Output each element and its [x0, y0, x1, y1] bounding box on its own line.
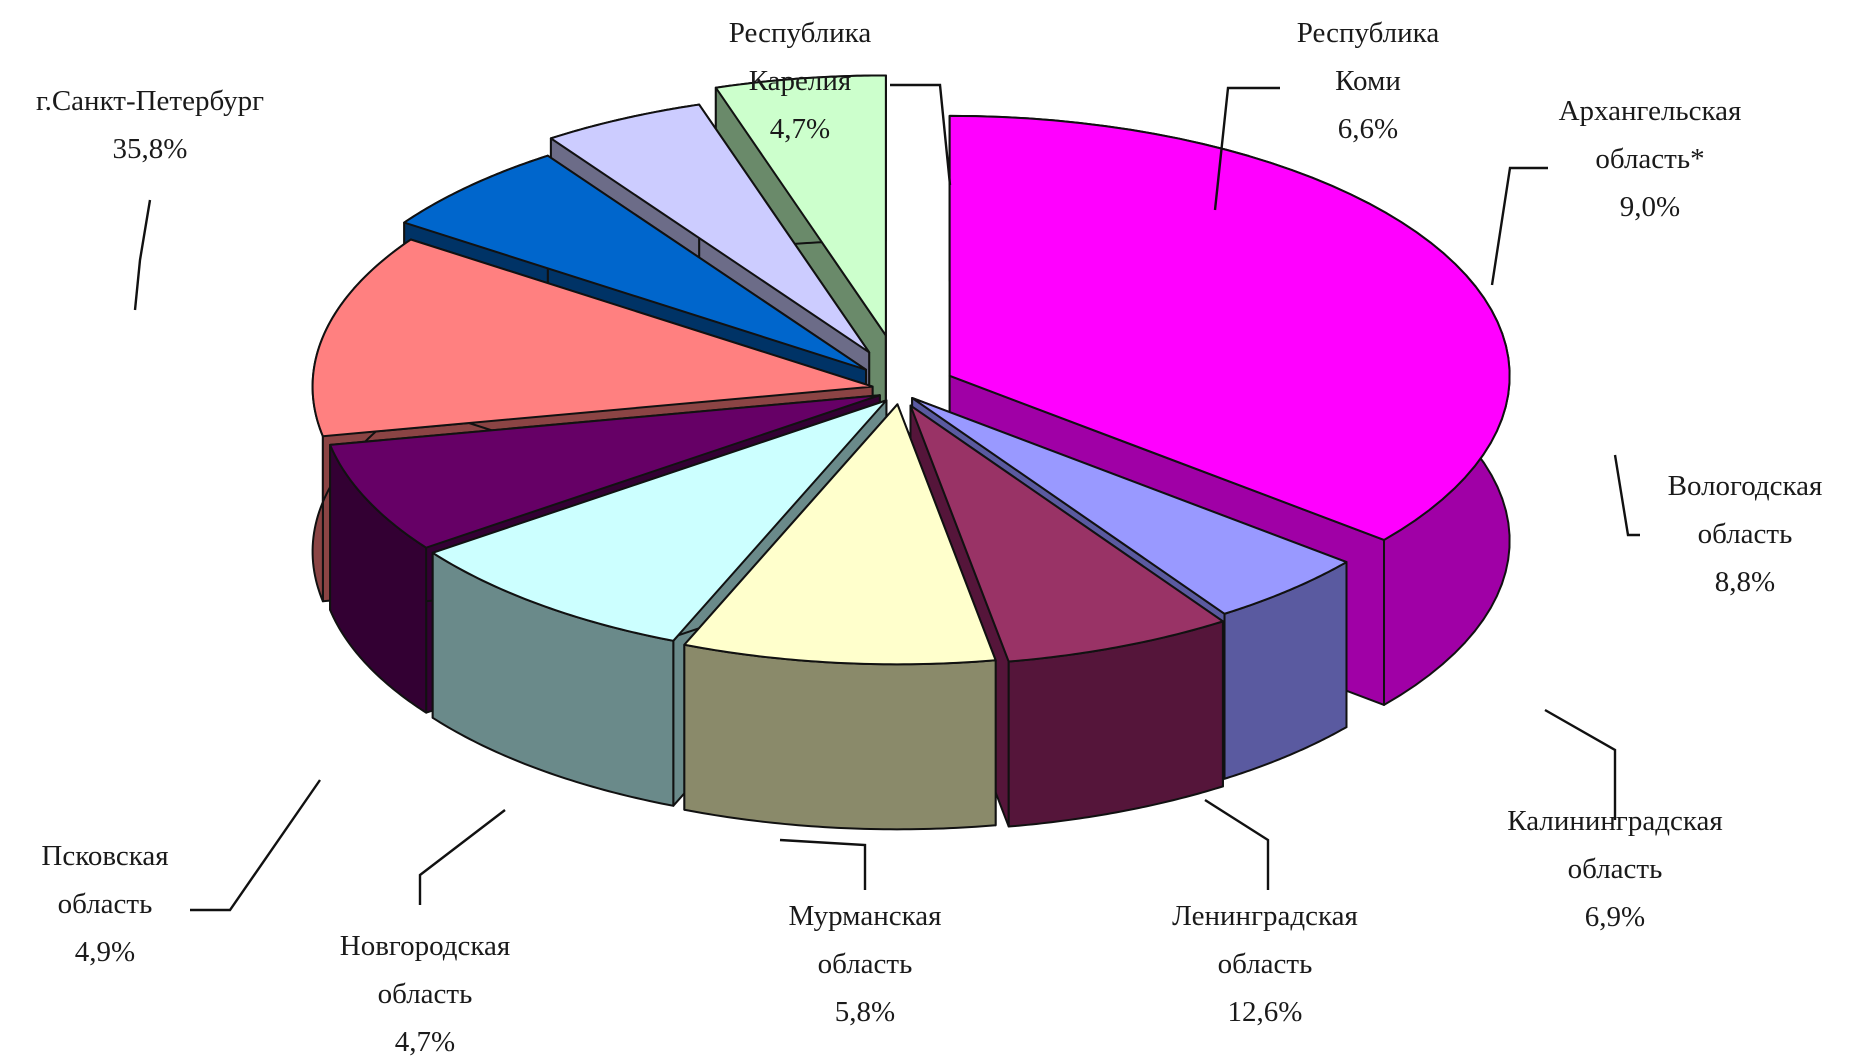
leader-line: [133, 199, 152, 311]
slice-name-label: Коми: [1335, 65, 1401, 97]
slice-г-санкт-петербург: [948, 114, 1511, 541]
slice-калининградская-область: [329, 394, 881, 549]
slice-value-label: 6,9%: [1585, 901, 1645, 933]
leader-line: [1204, 798, 1270, 890]
slice-value-label: 8,8%: [1715, 566, 1775, 598]
leader-line: [418, 809, 506, 905]
leader-line: [190, 779, 321, 912]
slice-name-label: Псковская: [41, 840, 168, 872]
slice-вологодская-область: [431, 399, 888, 642]
slice-name-label: область: [1698, 518, 1793, 550]
slice-республика-карелия: [911, 396, 1348, 615]
slice-name-label: г.Санкт-Петербург: [36, 85, 264, 117]
slice-name-label: область: [818, 948, 913, 980]
slice-name-label: область*: [1595, 143, 1704, 175]
slice-value-label: 35,8%: [113, 133, 188, 165]
slice-name-label: Карелия: [749, 65, 852, 97]
slice-name-label: Новгородская: [340, 930, 510, 962]
slice-name-label: область: [1568, 853, 1663, 885]
slice-name-label: Мурманская: [789, 900, 942, 932]
slice-value-label: 5,8%: [835, 996, 895, 1028]
slice-архангельская-область: [683, 403, 997, 666]
slice-псковская-область: [714, 74, 887, 337]
slice-ленинградская-область: [311, 238, 874, 438]
slice-value-label: 4,7%: [770, 113, 830, 145]
slice-name-label: Калининградская: [1507, 805, 1722, 837]
leader-line: [1544, 708, 1617, 820]
slice-value-label: 6,6%: [1338, 113, 1398, 145]
slice-value-label: 4,7%: [395, 1026, 455, 1057]
slice-name-label: Ленинградская: [1172, 900, 1358, 932]
leader-line: [1490, 166, 1548, 286]
slice-name-label: область: [58, 888, 153, 920]
leader-line: [1613, 454, 1640, 537]
slice-name-label: Республика: [1297, 17, 1440, 49]
slice-name-label: Республика: [729, 17, 872, 49]
slice-республика-коми: [909, 404, 1224, 663]
slice-name-label: Вологодская: [1668, 470, 1823, 502]
slice-name-label: область: [1218, 948, 1313, 980]
slice-value-label: 4,9%: [75, 936, 135, 968]
leader-line: [1213, 86, 1280, 211]
slice-name-label: область: [378, 978, 473, 1010]
leader-line: [890, 83, 952, 186]
leader-line: [779, 838, 867, 890]
slice-value-label: 12,6%: [1228, 996, 1303, 1028]
slice-новгородская-область: [549, 103, 871, 354]
slice-name-label: Архангельская: [1559, 95, 1742, 127]
slice-мурманская-область: [403, 154, 868, 371]
slice-value-label: 9,0%: [1620, 191, 1680, 223]
